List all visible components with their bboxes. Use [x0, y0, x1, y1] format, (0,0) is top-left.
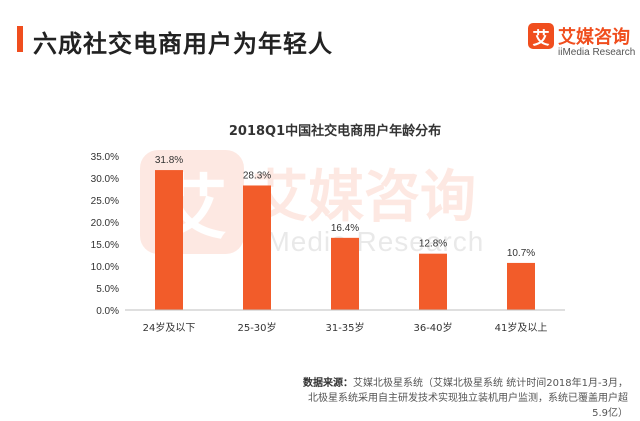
- logo-badge-icon: 艾: [528, 23, 554, 49]
- bar: [155, 170, 183, 310]
- data-label: 10.7%: [507, 248, 535, 259]
- y-axis: 0.0% 5.0% 10.0% 15.0% 20.0% 25.0% 30.0% 35.0%: [91, 152, 119, 317]
- y-tick-label: 10.0%: [91, 262, 119, 273]
- data-label: 12.8%: [419, 239, 447, 250]
- x-tick-label: 41岁及以上: [495, 321, 548, 334]
- data-label: 31.8%: [155, 155, 183, 166]
- title-accent-bar: [17, 26, 23, 52]
- x-tick-label: 25-30岁: [237, 321, 276, 334]
- source-label: 数据来源：: [303, 378, 354, 389]
- bar: [507, 262, 535, 310]
- chart-title: 2018Q1中国社交电商用户年龄分布: [229, 123, 441, 139]
- x-tick-label: 36-40岁: [413, 321, 452, 334]
- x-axis: 24岁及以下 25-30岁 31-35岁 36-40岁 41岁及以上: [125, 309, 565, 334]
- data-label: 28.3%: [243, 170, 271, 181]
- y-tick-label: 5.0%: [96, 284, 119, 295]
- bar: [419, 253, 447, 310]
- logo-name-cn: 艾媒咨询: [558, 27, 630, 48]
- data-source-note: 数据来源：艾媒北极星系统（艾媒北极星系统 统计时间2018年1月-3月，北极星系…: [298, 376, 628, 421]
- y-tick-label: 35.0%: [91, 152, 119, 163]
- source-text: 艾媒北极星系统（艾媒北极星系统 统计时间2018年1月-3月，北极星系统采用自主…: [308, 378, 628, 419]
- y-tick-label: 30.0%: [91, 174, 119, 185]
- bar: [331, 237, 359, 310]
- page-title: 六成社交电商用户为年轻人: [33, 30, 333, 58]
- y-tick-label: 25.0%: [91, 196, 119, 207]
- y-tick-label: 0.0%: [96, 306, 119, 317]
- bar: [243, 185, 271, 310]
- bars: 31.8% 28.3% 16.4% 12.8% 10.7%: [155, 155, 535, 310]
- brand-logo: 艾 艾媒咨询 iiMedia Research: [528, 22, 636, 64]
- y-tick-label: 20.0%: [91, 218, 119, 229]
- y-tick-label: 15.0%: [91, 240, 119, 251]
- data-label: 16.4%: [331, 223, 359, 234]
- x-tick-label: 31-35岁: [325, 321, 364, 334]
- logo-name-en: iiMedia Research: [558, 47, 636, 58]
- x-tick-label: 24岁及以下: [143, 321, 196, 334]
